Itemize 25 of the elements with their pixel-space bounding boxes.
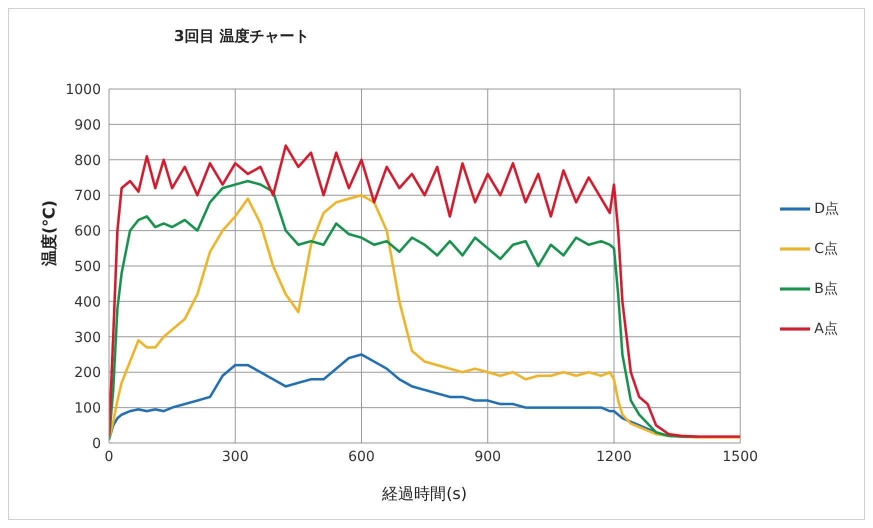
y-tick-label: 700	[74, 188, 101, 204]
legend-label: D点	[814, 200, 839, 219]
y-tick-label: 600	[74, 224, 101, 240]
y-tick-label: 400	[74, 294, 101, 310]
x-tick-label: 900	[474, 448, 502, 465]
y-tick-label: 500	[74, 258, 101, 275]
chart-title: 3回目 温度チャート	[174, 27, 310, 46]
x-tick-label: 0	[104, 448, 114, 465]
y-axis-title: 温度(℃)	[40, 200, 59, 267]
legend-label: B点	[814, 280, 838, 299]
y-tick-label: 200	[74, 365, 101, 382]
y-tick-label: 900	[74, 117, 101, 134]
x-tick-label: 300	[222, 448, 249, 465]
x-tick-label: 600	[348, 448, 375, 465]
y-tick-label: 0	[92, 436, 101, 452]
y-tick-label: 100	[74, 400, 101, 417]
x-tick-label: 1200	[596, 448, 632, 465]
y-tick-label: 1000	[65, 82, 101, 98]
line-series	[109, 144, 740, 438]
x-tick-label: 1500	[722, 448, 758, 465]
legend-label: A点	[814, 320, 838, 339]
x-axis-title: 経過時間(s)	[381, 484, 468, 503]
y-tick-label: 300	[74, 330, 101, 346]
y-tick-label: 800	[74, 152, 101, 169]
legend-label: C点	[814, 240, 838, 259]
